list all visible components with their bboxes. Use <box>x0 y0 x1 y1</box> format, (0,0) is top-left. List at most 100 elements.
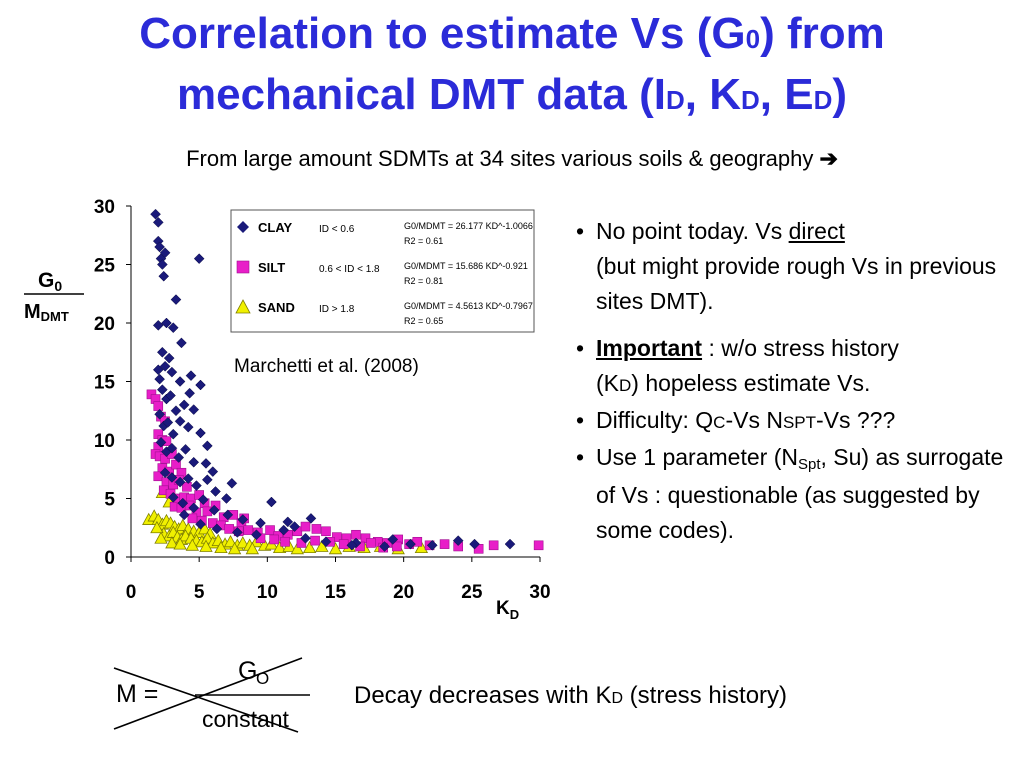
clay-point <box>166 442 178 454</box>
legend-r2: R2 = 0.81 <box>404 276 443 286</box>
silt-point <box>265 525 275 535</box>
clay-point <box>201 440 213 452</box>
legend-series-name: SAND <box>258 300 295 315</box>
clay-point <box>405 538 416 550</box>
y-tick-label: 15 <box>94 373 116 394</box>
clay-point <box>452 535 464 546</box>
sand-point <box>290 541 305 555</box>
slide-title: Correlation to estimate Vs (G0) from mec… <box>0 6 1024 128</box>
clay-point <box>237 514 249 525</box>
title-line-2: mechanical DMT data (ID, KD, ED) <box>0 67 1024 128</box>
slide-subtitle: From large amount SDMTs at 34 sites vari… <box>0 146 1024 172</box>
clay-point <box>426 539 438 551</box>
title-subscript: D <box>741 85 760 115</box>
y-tick-label: 30 <box>94 197 115 218</box>
x-tick-label: 10 <box>257 582 278 603</box>
clay-point <box>182 473 194 484</box>
clay-point <box>170 405 182 417</box>
strike-line <box>113 657 303 730</box>
clay-point <box>161 317 172 329</box>
small-caps-text: SPT <box>782 413 816 432</box>
legend-range: 0.6 < ID < 1.8 <box>319 264 380 275</box>
clay-point <box>180 444 191 455</box>
clay-point <box>188 456 200 468</box>
title-text: ) <box>832 70 848 119</box>
clay-point <box>150 208 161 220</box>
clay-point <box>184 387 195 399</box>
clay-point <box>195 427 206 439</box>
clay-point <box>188 404 200 415</box>
legend-series-name: SILT <box>258 260 285 275</box>
silt-point <box>224 524 234 534</box>
clay-point <box>195 379 206 391</box>
clay-point <box>170 294 182 305</box>
clay-point <box>166 472 178 483</box>
legend-series-name: CLAY <box>258 220 293 235</box>
legend-silt-marker <box>236 260 250 274</box>
bullet-text: ) hopeless estimate Vs. <box>631 370 871 396</box>
legend-equation: G0/MDMT = 4.5613 KD^-0.7967 <box>404 301 533 311</box>
title-text: mechanical DMT data (I <box>176 70 666 119</box>
legend-box <box>230 209 535 333</box>
clay-point <box>158 270 170 282</box>
bullet-text: -Vs ??? <box>816 407 896 433</box>
clay-point <box>178 509 190 521</box>
clay-point <box>174 376 186 387</box>
small-caps-text: C <box>713 413 726 432</box>
x-tick-label: 15 <box>325 582 347 603</box>
sand-point <box>227 541 242 555</box>
clay-point <box>152 217 164 228</box>
clay-point <box>226 477 238 489</box>
legend-sand-marker <box>235 299 251 314</box>
scatter-chart-svg: 0 5 10 15 20 25 30 0 5 10 15 20 25 30 KD G0 MDMT CLAY ID <… <box>24 197 551 622</box>
legend-clay-marker <box>237 221 249 233</box>
clay-point <box>278 524 290 536</box>
sand-point <box>236 536 250 549</box>
clay-point <box>208 504 220 516</box>
y-tick-label: 20 <box>94 314 115 335</box>
decay-text: Decay decreases with K <box>354 682 612 709</box>
y-axis-label-subscript: 0 <box>54 278 62 294</box>
clay-point <box>346 539 358 551</box>
clay-point <box>305 513 317 524</box>
silt-point <box>321 526 331 537</box>
silt-point <box>439 539 450 549</box>
clay-point <box>177 497 189 509</box>
silt-point <box>187 513 198 524</box>
bullet-text: (but might provide rough Vs in previous … <box>596 253 997 314</box>
clay-point <box>157 346 168 358</box>
clay-point <box>282 516 294 528</box>
title-text: Correlation to estimate Vs (G <box>139 9 746 58</box>
underlined-word: direct <box>788 218 845 244</box>
sand-point <box>414 540 429 554</box>
bullet-text: -Vs N <box>725 407 783 433</box>
clay-point <box>185 370 197 382</box>
clay-point <box>163 352 175 364</box>
title-subscript: 0 <box>745 24 761 54</box>
y-axis-label-top: G0 <box>38 269 62 294</box>
clay-point <box>197 494 209 506</box>
clay-point <box>504 538 516 550</box>
y-axis-label-bottom: MDMT <box>24 301 69 324</box>
decay-subscript: D <box>611 690 624 707</box>
bullet-text: : w/o stress history <box>702 335 899 361</box>
sand-point <box>165 536 179 549</box>
clay-point <box>157 384 168 396</box>
sand-point <box>245 541 260 555</box>
clay-point <box>387 534 399 545</box>
clay-point <box>207 466 219 477</box>
decay-note: Decay decreases with KD (stress history) <box>354 682 787 710</box>
strike-line <box>113 667 299 733</box>
x-axis-label-subscript: D <box>510 607 519 622</box>
clay-point <box>289 521 300 532</box>
formula-lhs: M = <box>116 680 158 708</box>
clay-point <box>154 241 165 253</box>
clay-point <box>155 436 167 448</box>
small-caps-text: D <box>619 376 632 395</box>
bullet-text: Use 1 parameter (N <box>596 444 798 470</box>
clay-point <box>195 518 206 530</box>
clay-point <box>188 502 200 514</box>
bullet-text: , Su) as surrogate of Vs : questionable … <box>596 444 1004 543</box>
legend-equation: G0/MDMT = 26.177 KD^-1.0066 <box>404 221 533 231</box>
silt-point <box>366 538 376 548</box>
